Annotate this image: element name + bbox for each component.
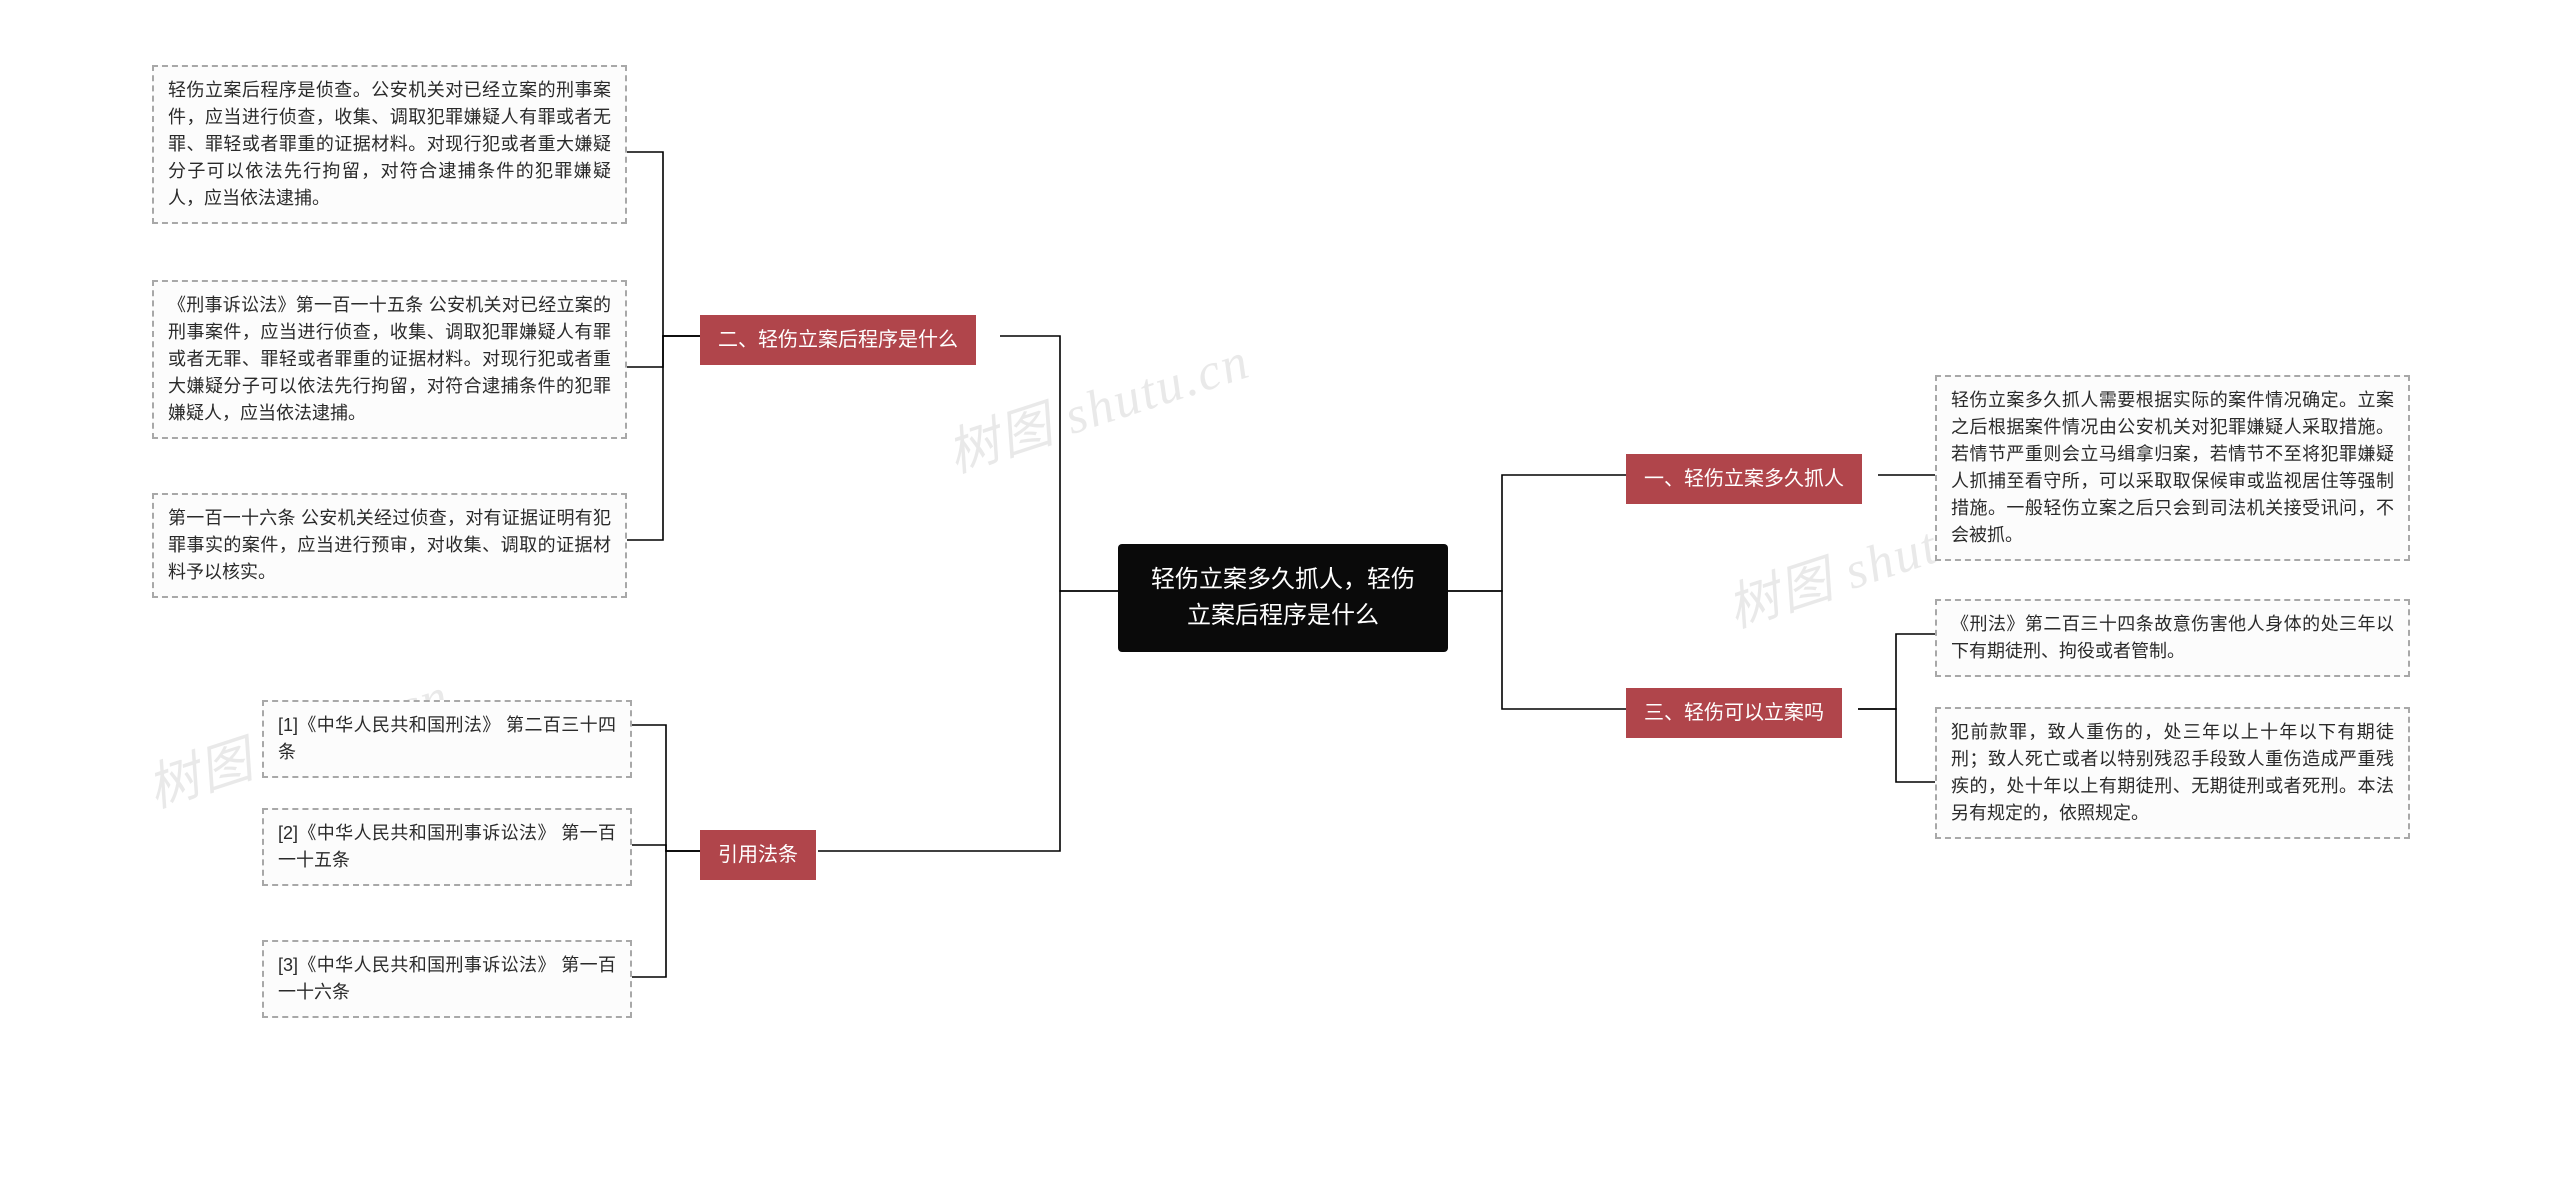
- leaf-right-2-1: 犯前款罪，致人重伤的，处三年以上十年以下有期徒刑；致人死亡或者以特别残忍手段致人…: [1935, 707, 2410, 839]
- branch-left-1: 二、轻伤立案后程序是什么: [700, 315, 976, 365]
- center-node: 轻伤立案多久抓人，轻伤 立案后程序是什么: [1118, 544, 1448, 652]
- leaf-right-2-0: 《刑法》第二百三十四条故意伤害他人身体的处三年以下有期徒刑、拘役或者管制。: [1935, 599, 2410, 677]
- branch-left-2: 引用法条: [700, 830, 816, 880]
- leaf-left-2-2: [3]《中华人民共和国刑事诉讼法》 第一百一十六条: [262, 940, 632, 1018]
- leaf-left-1-0: 轻伤立案后程序是侦查。公安机关对已经立案的刑事案件，应当进行侦查，收集、调取犯罪…: [152, 65, 627, 224]
- leaf-right-1-0: 轻伤立案多久抓人需要根据实际的案件情况确定。立案之后根据案件情况由公安机关对犯罪…: [1935, 375, 2410, 561]
- leaf-left-1-1: 《刑事诉讼法》第一百一十五条 公安机关对已经立案的刑事案件，应当进行侦查，收集、…: [152, 280, 627, 439]
- leaf-left-1-2: 第一百一十六条 公安机关经过侦查，对有证据证明有犯罪事实的案件，应当进行预审，对…: [152, 493, 627, 598]
- branch-right-2: 三、轻伤可以立案吗: [1626, 688, 1842, 738]
- center-line1: 轻伤立案多久抓人，轻伤: [1151, 566, 1415, 593]
- leaf-left-2-0: [1]《中华人民共和国刑法》 第二百三十四条: [262, 700, 632, 778]
- center-line2: 立案后程序是什么: [1187, 602, 1379, 629]
- watermark: 树图 shutu.cn: [936, 318, 1258, 486]
- leaf-left-2-1: [2]《中华人民共和国刑事诉讼法》 第一百一十五条: [262, 808, 632, 886]
- branch-right-1: 一、轻伤立案多久抓人: [1626, 454, 1862, 504]
